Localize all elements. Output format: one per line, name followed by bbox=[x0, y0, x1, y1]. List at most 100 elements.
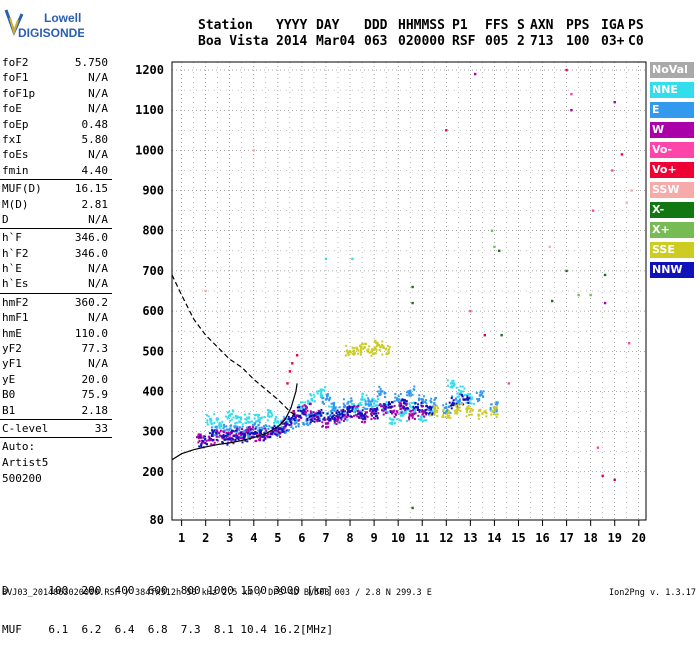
header-label-5: P1 bbox=[452, 18, 468, 33]
data-point bbox=[398, 404, 401, 407]
data-point bbox=[477, 413, 480, 416]
data-point bbox=[401, 398, 404, 401]
param-row: B1 2.18 bbox=[0, 403, 112, 418]
data-point bbox=[232, 416, 235, 419]
data-point bbox=[390, 412, 393, 415]
data-point bbox=[359, 351, 362, 354]
data-point bbox=[393, 409, 396, 412]
param-value: 33 bbox=[94, 421, 108, 435]
data-point bbox=[255, 432, 258, 435]
data-point bbox=[369, 401, 372, 404]
data-point bbox=[433, 398, 436, 401]
data-point bbox=[362, 417, 365, 420]
data-point bbox=[283, 417, 286, 420]
param-row: hmF1 N/A bbox=[0, 310, 112, 325]
data-point bbox=[418, 408, 421, 411]
data-point bbox=[311, 412, 314, 415]
data-point bbox=[363, 346, 366, 349]
data-point bbox=[603, 301, 607, 305]
data-point bbox=[411, 301, 414, 305]
param-value: 346.0 bbox=[74, 231, 108, 245]
data-point bbox=[224, 415, 227, 418]
data-point bbox=[289, 419, 292, 422]
data-point bbox=[353, 352, 356, 355]
data-point bbox=[359, 402, 362, 405]
data-point bbox=[225, 431, 228, 434]
data-point bbox=[295, 421, 298, 424]
data-point bbox=[447, 384, 450, 387]
data-point bbox=[200, 442, 203, 445]
data-point bbox=[490, 229, 494, 232]
header-value-10: 03+ bbox=[601, 34, 625, 49]
data-point bbox=[287, 418, 290, 421]
data-point bbox=[253, 432, 256, 435]
param-name: foF1p bbox=[2, 86, 36, 100]
data-point bbox=[424, 412, 427, 415]
data-point bbox=[317, 409, 320, 412]
data-point bbox=[387, 350, 390, 353]
data-point bbox=[304, 411, 307, 414]
data-point bbox=[433, 409, 436, 412]
data-point bbox=[304, 407, 307, 410]
data-point bbox=[452, 399, 455, 402]
data-point bbox=[288, 424, 291, 427]
y-tick-label: 1100 bbox=[135, 103, 164, 117]
data-point bbox=[245, 426, 248, 429]
data-point bbox=[312, 411, 315, 414]
data-point bbox=[247, 435, 250, 438]
data-point bbox=[360, 403, 363, 406]
data-point bbox=[378, 349, 381, 352]
data-point bbox=[368, 345, 371, 348]
data-point bbox=[197, 441, 200, 444]
data-point bbox=[372, 405, 375, 408]
data-point bbox=[278, 426, 281, 429]
data-point bbox=[410, 414, 413, 417]
data-point bbox=[360, 342, 363, 345]
data-point bbox=[370, 351, 373, 354]
data-point bbox=[387, 403, 390, 406]
data-point bbox=[348, 406, 351, 409]
data-point bbox=[274, 433, 277, 436]
data-point bbox=[463, 394, 466, 397]
data-point bbox=[239, 437, 242, 440]
data-point bbox=[351, 408, 354, 411]
data-point bbox=[376, 404, 379, 407]
data-point bbox=[247, 428, 250, 431]
data-point bbox=[320, 408, 323, 411]
data-point bbox=[334, 406, 337, 409]
data-point bbox=[376, 342, 379, 345]
data-point bbox=[455, 404, 458, 407]
data-point bbox=[218, 431, 221, 434]
data-point bbox=[460, 393, 463, 396]
y-tick-label: 600 bbox=[142, 304, 164, 318]
data-point bbox=[461, 385, 464, 388]
data-point bbox=[399, 392, 402, 395]
data-point bbox=[318, 390, 321, 393]
header-value-1: 2014 bbox=[276, 34, 308, 49]
data-point bbox=[333, 409, 336, 412]
y-tick-label: 200 bbox=[142, 465, 164, 479]
data-point bbox=[384, 348, 388, 351]
data-point bbox=[418, 397, 421, 400]
data-point bbox=[346, 406, 349, 409]
data-point bbox=[398, 398, 401, 401]
data-point bbox=[362, 414, 365, 417]
data-point bbox=[364, 407, 367, 410]
data-point bbox=[342, 398, 345, 401]
data-point bbox=[297, 422, 300, 425]
data-point bbox=[310, 394, 313, 397]
data-point bbox=[393, 404, 396, 407]
data-point bbox=[310, 398, 313, 401]
data-point bbox=[447, 416, 450, 419]
data-point bbox=[219, 423, 222, 426]
data-point bbox=[236, 416, 239, 419]
data-point bbox=[246, 432, 249, 435]
data-point bbox=[261, 436, 264, 439]
data-point bbox=[374, 415, 377, 418]
param-row: C-level 33 bbox=[0, 421, 112, 436]
data-point bbox=[331, 412, 334, 415]
data-point bbox=[251, 428, 254, 431]
data-point bbox=[360, 417, 363, 420]
data-point bbox=[246, 440, 249, 443]
data-point bbox=[577, 293, 580, 297]
